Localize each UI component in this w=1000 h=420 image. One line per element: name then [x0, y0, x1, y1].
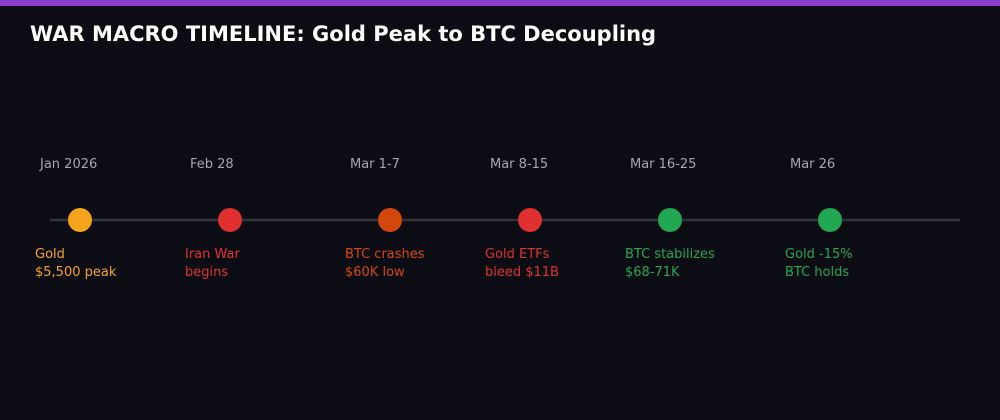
event-label: Gold	[35, 247, 65, 262]
event-label: Iran War	[185, 247, 241, 262]
event-dot	[818, 208, 842, 232]
event-label: BTC stabilizes	[625, 247, 715, 262]
event-label: $60K low	[345, 265, 405, 280]
event-date: Mar 1-7	[350, 157, 400, 172]
event-date: Mar 16-25	[630, 157, 696, 172]
title: WAR MACRO TIMELINE: Gold Peak to BTC Dec…	[30, 22, 656, 46]
event-date: Mar 8-15	[490, 157, 548, 172]
event-label: BTC crashes	[345, 247, 425, 262]
event-label: $5,500 peak	[35, 265, 117, 280]
event-dot	[518, 208, 542, 232]
event-label: bleed $11B	[485, 265, 559, 280]
event-label: BTC holds	[785, 265, 849, 280]
event-date: Mar 26	[790, 157, 835, 172]
top-bar	[0, 0, 1000, 6]
event-label: begins	[185, 265, 228, 280]
event-label: Gold ETFs	[485, 247, 550, 262]
event-date: Jan 2026	[39, 157, 97, 172]
event-dot	[68, 208, 92, 232]
event-date: Feb 28	[190, 157, 234, 172]
event-dot	[658, 208, 682, 232]
event-label: Gold -15%	[785, 247, 853, 262]
event-label: $68-71K	[625, 265, 680, 280]
event-dot	[218, 208, 242, 232]
event-dot	[378, 208, 402, 232]
